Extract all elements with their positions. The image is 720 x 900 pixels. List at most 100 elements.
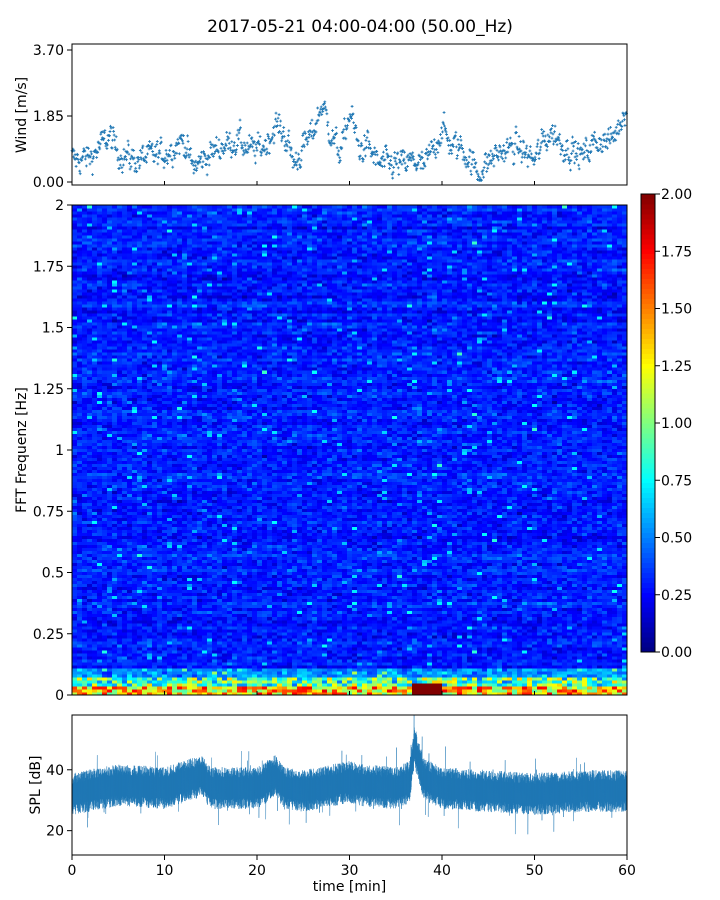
spectrogram-cell (267, 601, 273, 606)
spectrogram-cell (402, 670, 408, 675)
spectrogram-cell (442, 673, 448, 678)
spectrogram-cell (567, 673, 573, 678)
spectrogram-cell (452, 652, 458, 657)
spectrogram-cell (207, 610, 213, 615)
spectrogram-cell (397, 658, 403, 663)
spectrogram-cell (577, 592, 583, 597)
spectrogram-cell (537, 640, 543, 645)
spectrogram-cell (247, 604, 253, 609)
spectrogram-cell (127, 667, 133, 672)
wind-point (246, 147, 250, 151)
spectrogram-cell (532, 637, 538, 642)
spectrogram-cell (562, 649, 568, 654)
spectrogram-cell (462, 607, 468, 612)
spectrogram-cell (227, 610, 233, 615)
spectrogram-cell (237, 601, 243, 606)
wind-point (571, 135, 574, 139)
spectrogram-cell (342, 682, 348, 687)
spectrogram-cell (102, 625, 108, 630)
spectrogram-cell (167, 619, 173, 624)
spectrogram-cell (527, 646, 533, 651)
spectrogram-cell (192, 589, 198, 594)
spectrogram-cell (297, 655, 303, 660)
spectrogram-cell (257, 601, 263, 606)
spectrogram-cell (517, 607, 523, 612)
spectrogram-cell (527, 649, 533, 654)
wind-point (203, 152, 206, 156)
spectrogram-cell (352, 631, 358, 636)
spectrogram-cell (252, 655, 258, 660)
spectrogram-cell (332, 649, 338, 654)
spectrogram-cell (372, 631, 378, 636)
wind-point (242, 149, 246, 153)
spectrogram-cell (227, 664, 233, 669)
spectrogram-cell (522, 625, 528, 630)
spectrogram-cell (177, 595, 183, 600)
spectrogram-cell (572, 631, 578, 636)
spectrogram-cell (112, 637, 118, 642)
wind-point (539, 145, 543, 149)
spectrogram-cell (297, 595, 303, 600)
spectrogram-cell (327, 664, 333, 669)
spectrogram-cell (92, 658, 98, 663)
spectrogram-cell (222, 622, 228, 627)
spectrogram-cell (312, 592, 318, 597)
spectrogram-cell (492, 637, 498, 642)
spectrogram-cell (242, 643, 248, 648)
wind-point (175, 151, 179, 155)
spectrogram-cell (327, 673, 333, 678)
spectrogram-cell (302, 670, 308, 675)
spectrogram-cell (182, 589, 188, 594)
spectrogram-cell (137, 622, 143, 627)
spectrogram-cell (332, 673, 338, 678)
spectrogram-cell (387, 679, 393, 684)
wind-point (502, 144, 506, 147)
spectrogram-cell (107, 622, 113, 627)
spectrogram-cell (542, 637, 548, 642)
spectrogram-cell (82, 607, 88, 612)
spectrogram-cell (582, 619, 588, 624)
spectrogram-cell (302, 598, 308, 603)
spectrogram-cell (487, 589, 493, 594)
spectrogram-cell (617, 685, 623, 690)
spectrogram-cell (422, 646, 428, 651)
spectrogram-cell (427, 682, 433, 687)
wind-point (318, 111, 322, 115)
spectrogram-cell (337, 664, 343, 669)
spectrogram-cell (137, 619, 143, 624)
spectrogram-cell (172, 640, 178, 645)
wind-point (119, 154, 123, 158)
spectrogram-cell (392, 637, 398, 642)
spectrogram-cell (147, 676, 153, 681)
spectrogram-cell (162, 667, 168, 672)
spectrogram-cell (382, 676, 388, 681)
spectrogram-cell (317, 595, 323, 600)
wind-point (375, 149, 379, 153)
wind-point (299, 158, 303, 162)
spectrogram-cell (427, 631, 433, 636)
spectrogram-cell (502, 625, 508, 630)
spectrogram-cell (612, 607, 618, 612)
spectrogram-cell (582, 592, 588, 597)
spectrogram-cell (442, 598, 448, 603)
spectrogram-cell (397, 688, 403, 693)
spectrogram-cell (197, 601, 203, 606)
spectrogram-cell (172, 634, 178, 639)
spectrogram-cell (372, 622, 378, 627)
spectrogram-cell (142, 676, 148, 681)
spectrogram-cell (367, 688, 373, 693)
spectrogram-cell (322, 592, 328, 597)
spectrogram-cell (442, 622, 448, 627)
spectrogram-cell (477, 679, 483, 684)
spectrogram-cell (612, 640, 618, 645)
spectrogram-cell (282, 589, 288, 594)
spectrogram-cell (532, 634, 538, 639)
spectrogram-cell (277, 673, 283, 678)
spectrogram-cell (302, 631, 308, 636)
spectrogram-cell (112, 646, 118, 651)
spectrogram-cell (87, 643, 93, 648)
spectrogram-cell (532, 604, 538, 609)
spectrogram-cell (402, 613, 408, 618)
spectrogram-cell (232, 622, 238, 627)
spectrogram-cell (207, 628, 213, 633)
